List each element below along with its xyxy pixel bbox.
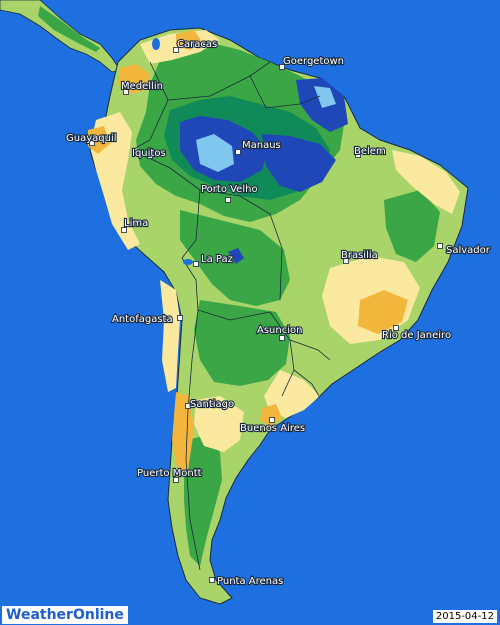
- central-america-wet: [38, 6, 100, 52]
- zone-very-dry-guayaquil: [88, 126, 110, 154]
- city-marker-buenos-aires: [269, 417, 275, 423]
- city-marker-goergetown: [279, 64, 285, 70]
- city-label-antofagasta: Antofagasta: [112, 314, 173, 325]
- zone-saturated-east: [262, 134, 336, 192]
- zone-wet-chaco: [194, 300, 290, 386]
- city-label-buenos-aires: Buenos Aires: [240, 423, 305, 434]
- city-markers: Caracas Goergetown Medellin Guayaquil Iquito…: [65, 38, 492, 588]
- city-label-salvador: Salvador: [446, 245, 491, 256]
- lake-titicaca: [183, 259, 193, 265]
- country-borders: [131, 61, 331, 571]
- city-label-manaus: Manaus: [242, 140, 281, 151]
- city-marker-punta-arenas: [209, 577, 215, 583]
- city-marker-lima: [121, 227, 127, 233]
- city-label-guayaquil: Guayaquil: [66, 133, 117, 144]
- city-marker-porto-velho: [225, 197, 231, 203]
- city-label-la-paz: La Paz: [201, 254, 233, 265]
- city-label-brasilia: Brasilia: [341, 250, 378, 261]
- city-label-porto-velho: Porto Velho: [201, 184, 258, 195]
- lake-maracaibo: [152, 38, 160, 50]
- zone-wet-patagonia: [184, 436, 222, 566]
- city-label-goergetown: Goergetown: [283, 56, 344, 67]
- map-date: 2015-04-12: [432, 610, 497, 623]
- city-marker-rio-de-janeiro: [393, 325, 399, 331]
- city-marker-la-paz: [193, 261, 199, 267]
- city-marker-brasilia: [343, 258, 349, 264]
- city-label-santiago: Santiago: [190, 399, 234, 410]
- city-marker-santiago: [185, 403, 191, 409]
- zone-very-dry-medellin: [118, 64, 150, 94]
- zone-very-dry-caracas: [176, 30, 202, 50]
- city-label-caracas: Caracas: [177, 39, 217, 50]
- city-marker-iquitos: [147, 153, 153, 159]
- zone-dry-argentina: [194, 396, 244, 452]
- city-marker-belem: [355, 152, 361, 158]
- city-label-rio-de-janeiro: Rio de Janeiro: [382, 330, 451, 341]
- city-marker-caracas: [173, 47, 179, 53]
- zone-dry-south: [264, 370, 320, 418]
- city-marker-salvador: [437, 243, 443, 249]
- city-label-medellin: Medellin: [121, 81, 163, 92]
- city-marker-puerto-montt: [173, 477, 179, 483]
- zone-very-dry-santiago: [172, 392, 194, 472]
- central-america: [0, 0, 121, 73]
- city-label-punta-arenas: Punta Arenas: [217, 576, 283, 587]
- city-label-asuncion: Asuncion: [257, 325, 302, 336]
- weatheronline-logo: WeatherOnline: [2, 606, 128, 624]
- city-marker-medellin: [123, 89, 129, 95]
- zone-wet-east: [384, 190, 440, 262]
- zone-very-dry-rio: [358, 290, 408, 334]
- city-marker-manaus: [235, 149, 241, 155]
- city-marker-antofagasta: [177, 315, 183, 321]
- zone-very-dry-buenos-aires: [260, 404, 282, 426]
- zone-extreme: [196, 134, 234, 172]
- city-marker-guayaquil: [89, 140, 95, 146]
- city-label-iquitos: Iquitos: [132, 148, 166, 159]
- city-label-puerto-montt: Puerto Montt: [137, 468, 202, 479]
- zone-dry-ne: [392, 150, 460, 214]
- zone-extreme-guiana: [314, 86, 336, 108]
- zone-dry-atacama: [160, 280, 180, 392]
- city-label-lima: Lima: [124, 218, 148, 229]
- city-marker-asuncion: [279, 335, 285, 341]
- city-label-belem: Belem: [354, 146, 386, 157]
- zone-saturated-lapaz: [228, 248, 244, 264]
